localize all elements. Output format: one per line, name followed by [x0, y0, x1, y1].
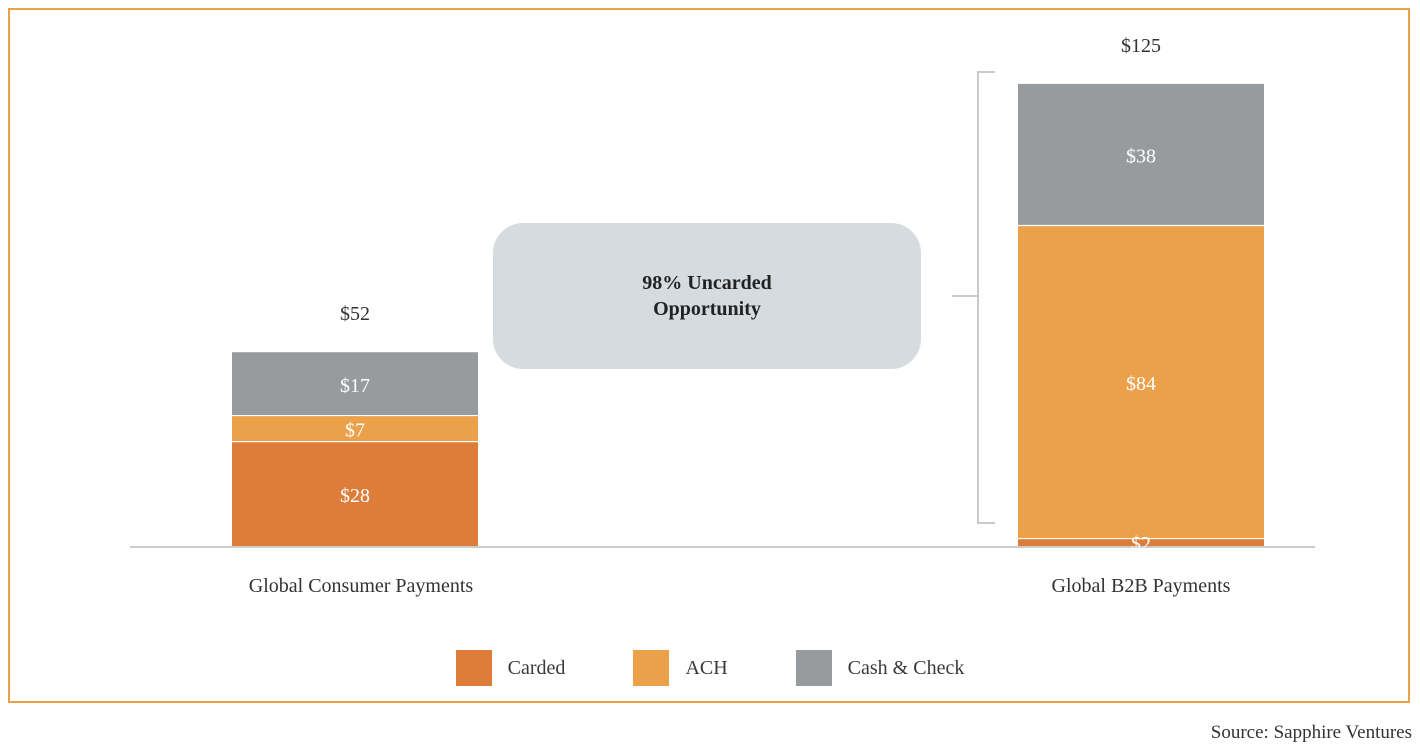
source-note: Source: Sapphire Ventures	[1210, 722, 1412, 743]
data-label-carded-0: $28	[340, 485, 370, 507]
bars-group	[232, 83, 1264, 546]
uncarded-callout	[493, 223, 921, 369]
data-label-cash-check-1: $38	[1126, 146, 1156, 168]
legend-label-carded: Carded	[507, 656, 566, 679]
total-label-0: $52	[340, 303, 370, 325]
legend-item-ach: ACH	[633, 650, 728, 686]
b2b-bracket	[952, 71, 995, 524]
bar-segment-carded-1	[1018, 538, 1264, 546]
data-label-ach-0: $7	[345, 420, 365, 442]
bar-segment-cash-check-0	[232, 352, 478, 416]
bar-segment-carded-0	[232, 441, 478, 546]
legend-swatch-ach	[633, 650, 670, 686]
legend-item-cash-check: Cash & Check	[795, 650, 965, 686]
legend-swatch-carded	[455, 650, 492, 686]
labels-group: $28 $7 $17 $52 Global Consumer Payments $2 $84…	[249, 35, 1231, 597]
category-label-1: Global B2B Payments	[1052, 575, 1231, 597]
legend-label-ach: ACH	[685, 656, 728, 679]
category-label-0: Global Consumer Payments	[249, 575, 474, 597]
callout-text-line1: 98% Uncarded	[642, 272, 771, 294]
legend-label-cash-check: Cash & Check	[847, 656, 965, 679]
data-label-cash-check-0: $17	[340, 375, 370, 397]
bar-segment-cash-check-1	[1018, 83, 1264, 226]
data-label-ach-1: $84	[1126, 373, 1156, 395]
callout-text-line2: Opportunity	[653, 298, 761, 320]
data-label-carded-1: $2	[1131, 533, 1151, 555]
bar-segment-ach-1	[1018, 225, 1264, 539]
total-label-1: $125	[1121, 35, 1161, 57]
chart-frame	[8, 8, 1410, 703]
bar-segment-ach-0	[232, 415, 478, 442]
legend-item-carded: Carded	[455, 650, 566, 686]
legend: Carded ACH Cash & Check	[0, 650, 1420, 686]
legend-swatch-cash-check	[795, 650, 832, 686]
